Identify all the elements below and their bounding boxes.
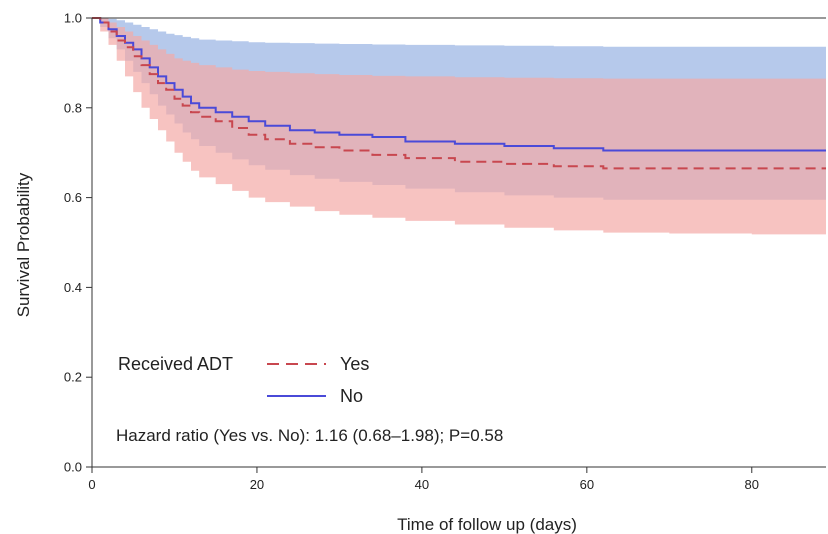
y-tick-label: 1.0 <box>64 11 82 26</box>
y-tick-label: 0.0 <box>64 460 82 475</box>
confidence-band-yes <box>92 18 826 235</box>
y-tick-label: 0.6 <box>64 190 82 205</box>
hazard-ratio-annotation: Hazard ratio (Yes vs. No): 1.16 (0.68–1.… <box>116 426 503 445</box>
x-tick-label: 40 <box>415 477 429 492</box>
y-tick-label: 0.8 <box>64 100 82 115</box>
survival-curves <box>92 17 826 170</box>
legend-label-yes: Yes <box>340 354 369 374</box>
y-tick-label: 0.2 <box>64 370 82 385</box>
survival-curve-yes <box>92 17 826 170</box>
axes <box>86 17 826 473</box>
legend-title: Received ADT <box>118 354 233 374</box>
x-tick-label: 20 <box>250 477 264 492</box>
x-tick-label: 0 <box>88 477 95 492</box>
x-tick-label: 80 <box>745 477 759 492</box>
confidence-bands <box>92 18 826 235</box>
x-axis-title: Time of follow up (days) <box>397 515 577 534</box>
x-tick-label: 60 <box>580 477 594 492</box>
y-axis-title: Survival Probability <box>14 172 33 317</box>
tick-labels: 0 20 40 60 80 0.0 0.2 0.4 0.6 0.8 1.0 <box>64 11 759 493</box>
survival-curve-no <box>92 17 826 152</box>
legend-label-no: No <box>340 386 363 406</box>
legend: Received ADT Yes No <box>118 354 369 406</box>
y-tick-label: 0.4 <box>64 280 82 295</box>
